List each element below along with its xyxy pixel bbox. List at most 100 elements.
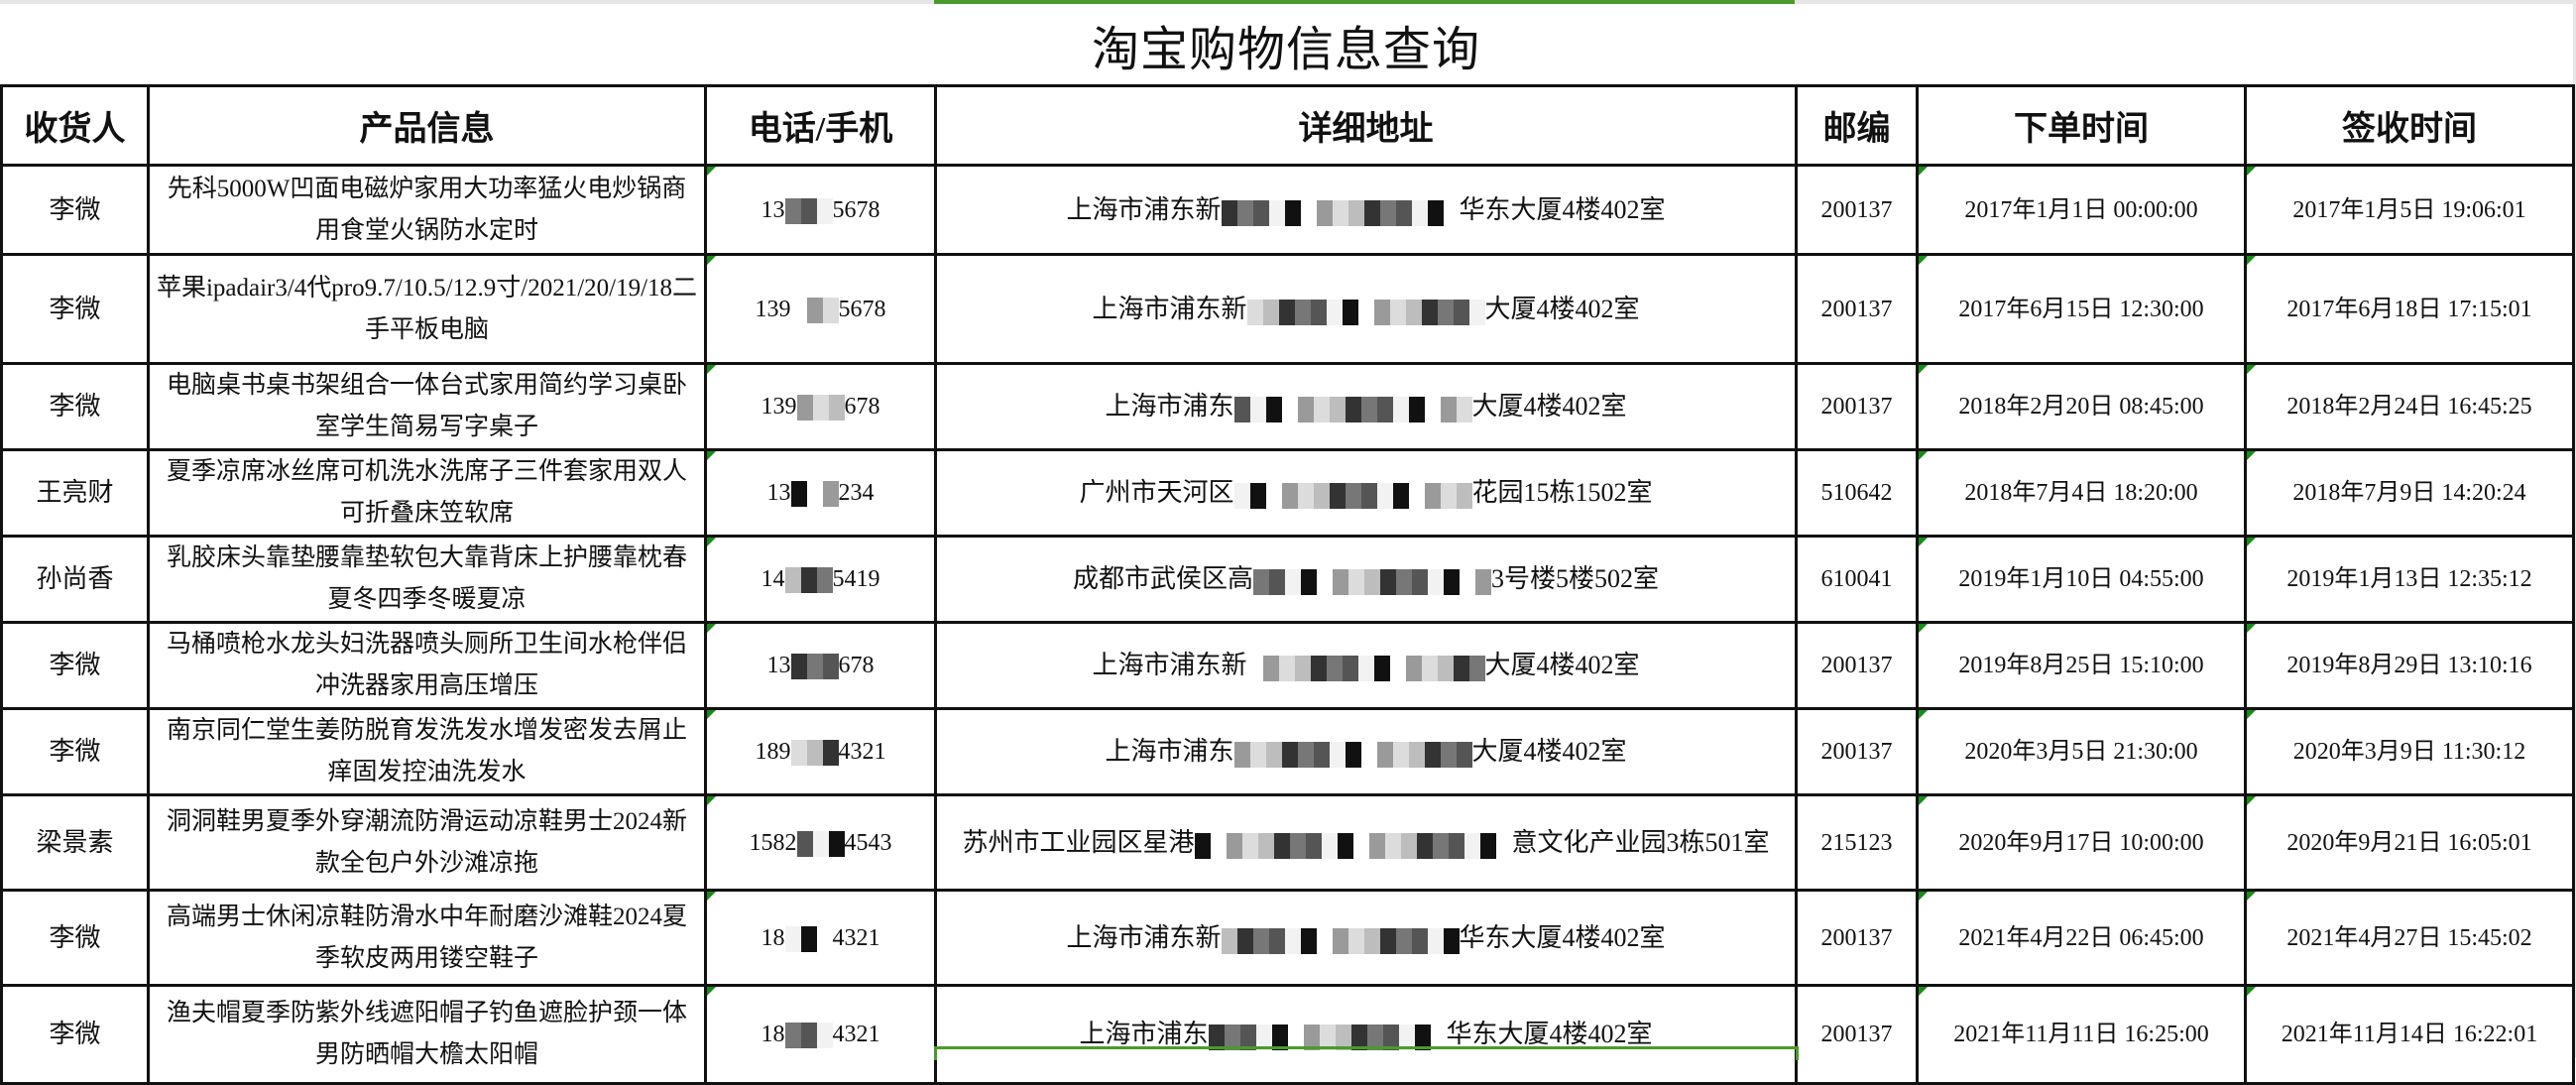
recipient-cell[interactable]: 梁景素 [0,793,150,892]
recipient-cell[interactable]: 李微 [0,362,150,451]
recipient-cell[interactable]: 李微 [0,889,150,987]
postal-cell[interactable]: 200137 [1795,253,1919,365]
sign-time-cell[interactable]: 2021年4月27日 15:45:02 [2244,889,2575,987]
sheet-title[interactable]: 淘宝购物信息查询 [1091,24,1480,76]
table-row: 王亮财 夏季凉席冰丝席可机洗水洗席子三件套家用双人可折叠床笠软席 13 234 广州市天… [0,448,2575,538]
recipient-cell[interactable]: 孙尚香 [0,535,150,624]
postal-cell[interactable]: 215123 [1795,793,1919,892]
order-time-cell[interactable]: 2017年1月1日 00:00:00 [1916,164,2247,256]
phone-suffix: 5678 [838,296,886,322]
phone-prefix: 139 [761,394,797,420]
phone-cell[interactable]: 14 5419 [704,535,937,624]
order-time-cell[interactable]: 2019年8月25日 15:10:00 [1916,621,2247,710]
address-cell[interactable]: 上海市浦东新 华东大厦4楼402室 [934,164,1798,256]
sign-time-cell[interactable]: 2020年9月21日 16:05:01 [2244,793,2575,892]
sign-time-cell[interactable]: 2017年6月18日 17:15:01 [2244,253,2575,365]
product-cell[interactable]: 电脑桌书桌书架组合一体台式家用简约学习桌卧室学生简易写字桌子 [147,362,707,451]
address-prefix: 广州市天河区 [1079,478,1234,507]
address-cell[interactable]: 广州市天河区 花园15栋1502室 [934,448,1798,538]
redacted-blur [784,925,833,952]
order-time-cell[interactable]: 2021年11月11日 16:25:00 [1916,984,2247,1085]
order-time-cell[interactable]: 2021年4月22日 06:45:00 [1916,889,2247,987]
header-phone[interactable]: 电话/手机 [704,84,937,167]
product-cell[interactable]: 渔夫帽夏季防紫外线遮阳帽子钓鱼遮脸护颈一体男防晒帽大檐太阳帽 [147,984,707,1085]
redacted-blur [784,1023,833,1049]
phone-cell[interactable]: 139 678 [704,362,937,451]
phone-cell[interactable]: 18 4321 [704,984,937,1085]
product-cell[interactable]: 乳胶床头靠垫腰靠垫软包大靠背床上护腰靠枕春夏冬四季冬暖夏凉 [147,535,707,624]
product-cell[interactable]: 马桶喷枪水龙头妇洗器喷头厕所卫生间水枪伴侣冲洗器家用高压增压 [147,621,707,710]
phone-suffix: 678 [844,394,880,420]
recipient-cell[interactable]: 李微 [0,707,150,796]
sign-time-cell[interactable]: 2017年1月5日 19:06:01 [2244,164,2575,256]
sign-time-cell[interactable]: 2020年3月9日 11:30:12 [2244,707,2575,796]
address-prefix: 上海市浦东新 [1066,194,1222,224]
phone-prefix: 189 [755,739,791,765]
order-time-cell[interactable]: 2018年2月20日 08:45:00 [1916,362,2247,451]
header-postal[interactable]: 邮编 [1795,84,1919,167]
address-cell[interactable]: 上海市浦东 大厦4楼402室 [934,362,1798,451]
product-cell[interactable]: 夏季凉席冰丝席可机洗水洗席子三件套家用双人可折叠床笠软席 [147,448,707,538]
sign-time-cell[interactable]: 2021年11月14日 16:22:01 [2244,984,2575,1085]
sign-time-cell[interactable]: 2019年8月29日 13:10:16 [2244,621,2575,710]
table-row: 李微 电脑桌书桌书架组合一体台式家用简约学习桌卧室学生简易写字桌子 139 678 上海… [0,362,2575,451]
header-order-time[interactable]: 下单时间 [1916,84,2247,167]
order-time-cell[interactable]: 2019年1月10日 04:55:00 [1916,535,2247,624]
recipient-cell[interactable]: 李微 [0,164,150,256]
table-row: 李微 高端男士休闲凉鞋防滑水中年耐磨沙滩鞋2024夏季软皮两用镂空鞋子 18 4321… [0,889,2575,987]
order-time-cell[interactable]: 2020年9月17日 10:00:00 [1916,793,2247,892]
phone-cell[interactable]: 1582 4543 [704,793,937,892]
address-cell[interactable]: 上海市浦东 大厦4楼402室 [934,707,1798,796]
address-cell[interactable]: 成都市武侯区高 3号楼5楼502室 [934,535,1798,624]
selection-border [934,0,1795,4]
postal-cell[interactable]: 200137 [1795,707,1919,796]
phone-cell[interactable]: 139 5678 [704,253,937,365]
header-sign-time[interactable]: 签收时间 [2244,84,2575,167]
recipient-cell[interactable]: 李微 [0,984,150,1085]
header-product[interactable]: 产品信息 [147,84,707,167]
phone-prefix: 14 [761,566,785,592]
order-table: 收货人 产品信息 电话/手机 详细地址 邮编 下单时间 签收时间 李微 先科500… [0,84,2575,1085]
header-address[interactable]: 详细地址 [934,84,1798,167]
order-time-cell[interactable]: 2020年3月5日 21:30:00 [1916,707,2247,796]
phone-prefix: 13 [766,480,791,506]
postal-cell[interactable]: 200137 [1795,984,1919,1085]
address-cell[interactable]: 上海市浦东新 大厦4楼402室 [934,621,1798,710]
sign-time-cell[interactable]: 2019年1月13日 12:35:12 [2244,535,2575,624]
header-recipient[interactable]: 收货人 [0,84,150,167]
phone-prefix: 18 [761,924,785,951]
phone-prefix: 13 [766,653,791,678]
redacted-blur [1221,199,1460,226]
phone-suffix: 4321 [832,924,880,951]
address-cell[interactable]: 上海市浦东 华东大厦4楼402室 [934,984,1798,1085]
header-row: 收货人 产品信息 电话/手机 详细地址 邮编 下单时间 签收时间 [0,84,2575,167]
phone-suffix: 678 [838,653,875,678]
phone-cell[interactable]: 13 5678 [704,164,937,256]
recipient-cell[interactable]: 李微 [0,253,150,365]
phone-cell[interactable]: 189 4321 [704,707,937,796]
product-cell[interactable]: 先科5000W凹面电磁炉家用大功率猛火电炒锅商用食堂火锅防水定时 [147,164,707,256]
postal-cell[interactable]: 200137 [1795,164,1919,256]
address-cell[interactable]: 上海市浦东新 华东大厦4楼402室 [934,889,1798,987]
postal-cell[interactable]: 610041 [1795,535,1919,624]
phone-cell[interactable]: 13 234 [704,448,937,538]
address-cell[interactable]: 上海市浦东新 大厦4楼402室 [934,253,1798,365]
postal-cell[interactable]: 200137 [1795,362,1919,451]
product-cell[interactable]: 洞洞鞋男夏季外穿潮流防滑运动凉鞋男士2024新款全包户外沙滩凉拖 [147,793,707,892]
phone-cell[interactable]: 13 678 [704,621,937,710]
product-cell[interactable]: 苹果ipadair3/4代pro9.7/10.5/12.9寸/2021/20/1… [147,253,707,365]
recipient-cell[interactable]: 王亮财 [0,448,150,538]
product-cell[interactable]: 高端男士休闲凉鞋防滑水中年耐磨沙滩鞋2024夏季软皮两用镂空鞋子 [147,889,707,987]
postal-cell[interactable]: 510642 [1795,448,1919,538]
sign-time-cell[interactable]: 2018年2月24日 16:45:25 [2244,362,2575,451]
order-time-cell[interactable]: 2017年6月15日 12:30:00 [1916,253,2247,365]
postal-cell[interactable]: 200137 [1795,621,1919,710]
product-cell[interactable]: 南京同仁堂生姜防脱育发洗发水增发密发去屑止痒固发控油洗发水 [147,707,707,796]
phone-prefix: 18 [761,1022,785,1047]
recipient-cell[interactable]: 李微 [0,621,150,710]
postal-cell[interactable]: 200137 [1795,889,1919,987]
phone-cell[interactable]: 18 4321 [704,889,937,987]
sign-time-cell[interactable]: 2018年7月9日 14:20:24 [2244,448,2575,538]
order-time-cell[interactable]: 2018年7月4日 18:20:00 [1916,448,2247,538]
address-cell[interactable]: 苏州市工业园区星港 意文化产业园3栋501室 [934,793,1798,892]
